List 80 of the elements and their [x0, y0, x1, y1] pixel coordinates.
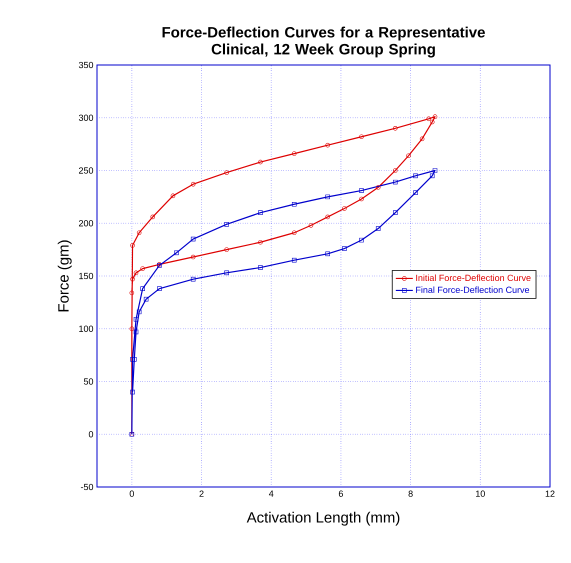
point	[342, 206, 347, 211]
x-tick-label: 10	[476, 490, 485, 497]
point	[406, 153, 411, 158]
point	[258, 210, 263, 215]
y-tick-label: 100	[79, 326, 94, 332]
point	[420, 136, 424, 142]
legend-label: Initial Force-Deflection Curve	[416, 274, 531, 282]
point	[224, 247, 229, 252]
point	[325, 214, 330, 220]
point	[132, 357, 137, 362]
point	[413, 173, 418, 178]
y-tick-label: 200	[78, 220, 94, 226]
x-axis-title: Activation Length (mm)	[246, 512, 400, 526]
point	[392, 180, 398, 184]
point	[130, 276, 135, 282]
point	[258, 240, 263, 245]
legend-label: Final Force-Deflection Curve	[416, 286, 530, 294]
point	[130, 243, 135, 248]
point	[325, 194, 330, 200]
y-axis-title: Force (gm)	[58, 240, 72, 312]
point	[308, 223, 314, 228]
y-tick-label: 150	[79, 272, 94, 280]
y-tick-label: 50	[84, 378, 94, 385]
x-tick-label: 12	[546, 490, 555, 497]
point	[359, 238, 364, 242]
point	[136, 230, 142, 236]
y-tick-label: -50	[80, 484, 94, 490]
point	[134, 270, 138, 276]
y-tick-label: 300	[78, 114, 94, 121]
point	[432, 168, 438, 173]
point	[325, 252, 330, 256]
point	[190, 182, 196, 187]
point	[376, 185, 381, 190]
point	[430, 120, 435, 124]
point	[359, 134, 364, 140]
y-tick-label: 0	[88, 431, 94, 438]
point	[359, 196, 364, 202]
point	[342, 246, 347, 251]
point	[144, 296, 148, 302]
point	[432, 114, 438, 119]
point	[392, 126, 398, 131]
point	[136, 310, 142, 314]
point	[258, 160, 263, 164]
point	[140, 286, 145, 291]
point	[359, 188, 364, 193]
point	[376, 226, 381, 231]
point	[258, 265, 263, 270]
y-tick-label: 350	[78, 62, 94, 68]
point	[170, 194, 176, 198]
x-tick-label: 2	[200, 490, 204, 497]
x-tick-label: 8	[408, 490, 413, 497]
point	[130, 326, 134, 332]
point	[190, 254, 196, 260]
point	[325, 142, 330, 148]
point	[224, 222, 229, 227]
point	[426, 116, 432, 122]
point	[130, 357, 135, 362]
point	[292, 258, 297, 262]
x-tick-label: 6	[338, 490, 344, 497]
point	[190, 276, 196, 282]
point	[292, 151, 297, 156]
point	[392, 168, 398, 173]
point	[224, 170, 229, 175]
point	[430, 173, 435, 178]
point	[150, 214, 156, 220]
chart-title: Force-Deflection Curves for a Representative Clinical, 12 Week Group Spring	[162, 26, 485, 58]
point	[413, 190, 418, 195]
point	[292, 230, 297, 236]
point	[174, 250, 179, 256]
point	[130, 390, 135, 394]
point	[190, 236, 196, 242]
point	[140, 266, 145, 271]
point	[392, 210, 398, 215]
point	[134, 330, 138, 334]
y-tick-label: 250	[78, 167, 94, 174]
point	[157, 286, 162, 291]
point	[292, 202, 297, 207]
x-tick-label: 0	[130, 490, 134, 497]
x-tick-label: 4	[268, 490, 274, 497]
point	[224, 270, 229, 276]
